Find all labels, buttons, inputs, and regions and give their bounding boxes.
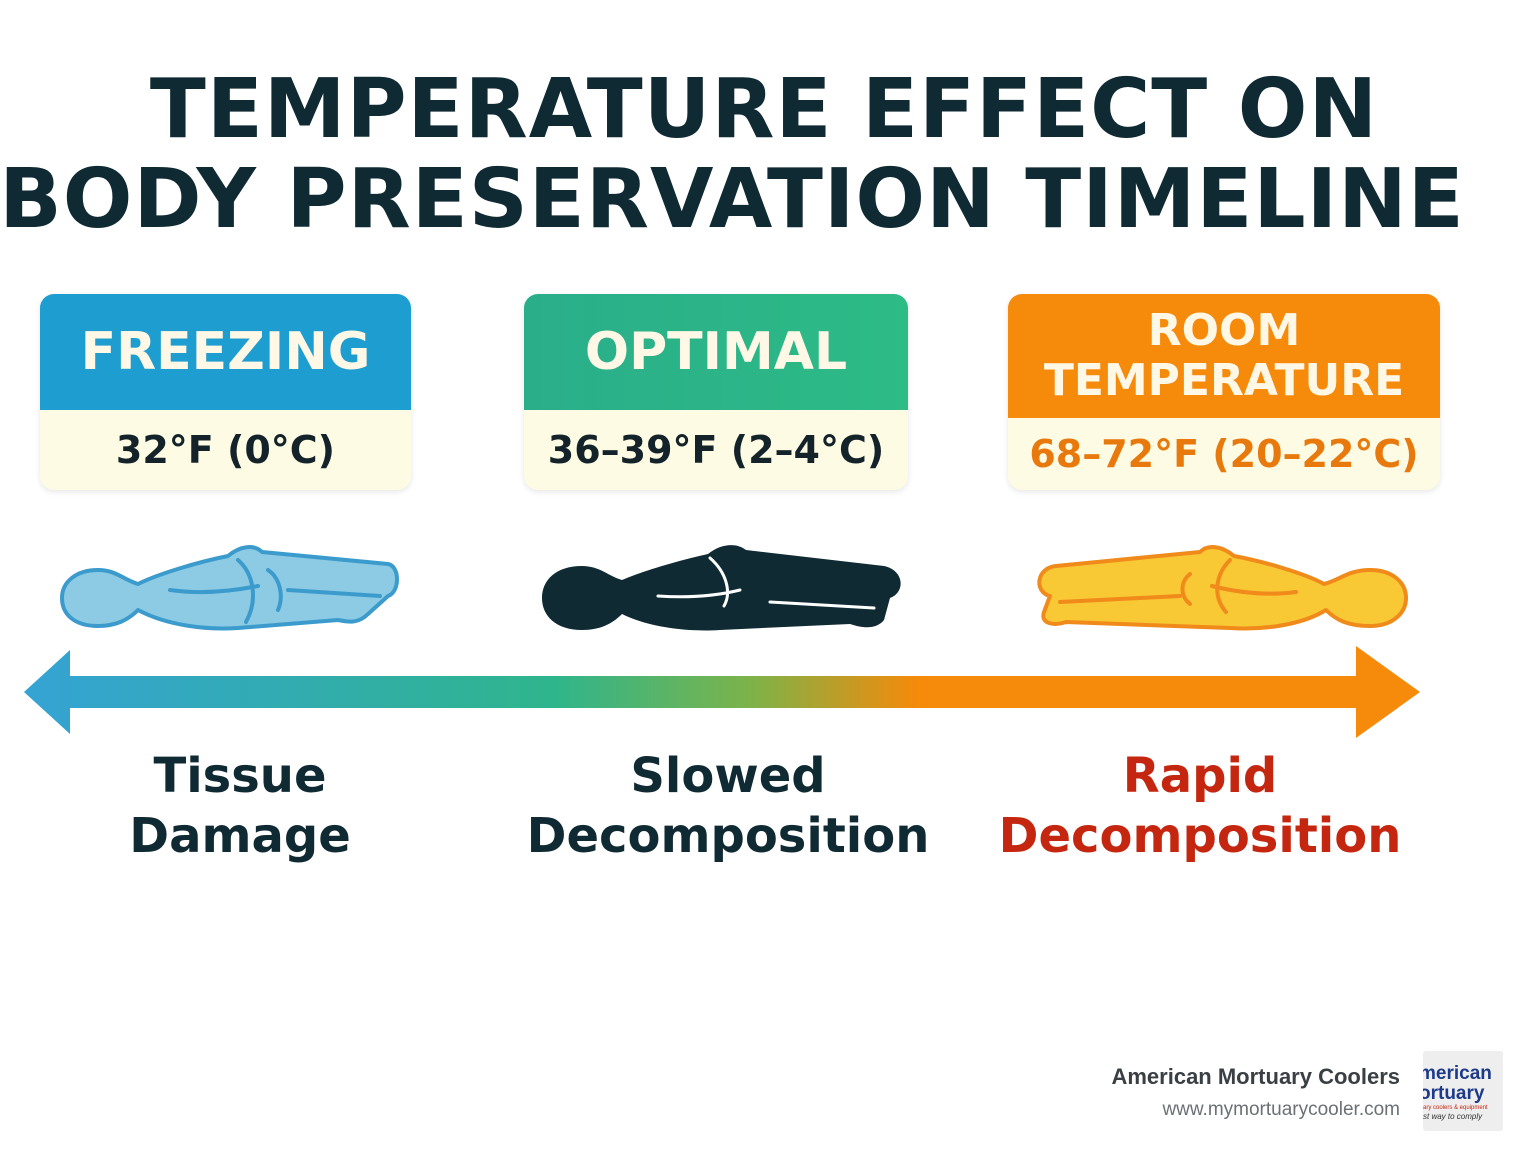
optimal-body-icon: [542, 545, 901, 631]
tissue-line-1: Tissue: [153, 748, 327, 804]
room-temperature-card: ROOM TEMPERATURE 68–72°F (20–22°C): [1008, 294, 1440, 490]
room-label-line-1: ROOM: [1147, 305, 1301, 356]
rapid-line-1: Rapid: [1122, 748, 1278, 804]
page-title-line-1: TEMPERATURE EFFECT ON: [149, 62, 1379, 157]
svg-text:st way to comply: st way to comply: [1423, 1112, 1483, 1121]
optimal-label: OPTIMAL: [524, 294, 908, 410]
room-temperature-range: 68–72°F (20–22°C): [1008, 418, 1440, 490]
rapid-decomposition-label: Rapid Decomposition: [980, 746, 1420, 866]
company-logo: merican ortuary ary coolers & equipment …: [1423, 1051, 1503, 1131]
freezing-temperature: 32°F (0°C): [40, 410, 411, 490]
double-arrow-icon: [24, 646, 1420, 738]
brand-name: American Mortuary Coolers: [1111, 1064, 1400, 1089]
slowed-line-2: Decomposition: [526, 808, 930, 864]
slowed-decomposition-label: Slowed Decomposition: [498, 746, 958, 866]
svg-text:ortuary: ortuary: [1423, 1083, 1485, 1104]
freezing-card: FREEZING 32°F (0°C): [40, 294, 411, 490]
optimal-temperature: 36–39°F (2–4°C): [524, 410, 908, 490]
tissue-line-2: Damage: [129, 808, 351, 864]
rapid-line-2: Decomposition: [998, 808, 1402, 864]
room-temperature-label: ROOM TEMPERATURE: [1008, 294, 1440, 418]
svg-text:merican: merican: [1423, 1063, 1492, 1084]
page-title-line-2: BODY PRESERVATION TIMELINE: [0, 152, 1465, 247]
brand-url[interactable]: www.mymortuarycooler.com: [1162, 1099, 1400, 1120]
warm-body-icon: [1037, 545, 1408, 631]
frozen-body-icon: [60, 545, 399, 631]
room-label-line-2: TEMPERATURE: [1043, 355, 1405, 406]
freezing-label: FREEZING: [40, 294, 411, 410]
slowed-line-1: Slowed: [630, 748, 826, 804]
optimal-card: OPTIMAL 36–39°F (2–4°C): [524, 294, 908, 490]
tissue-damage-label: Tissue Damage: [90, 746, 390, 866]
svg-text:ary coolers & equipment: ary coolers & equipment: [1423, 1105, 1488, 1111]
